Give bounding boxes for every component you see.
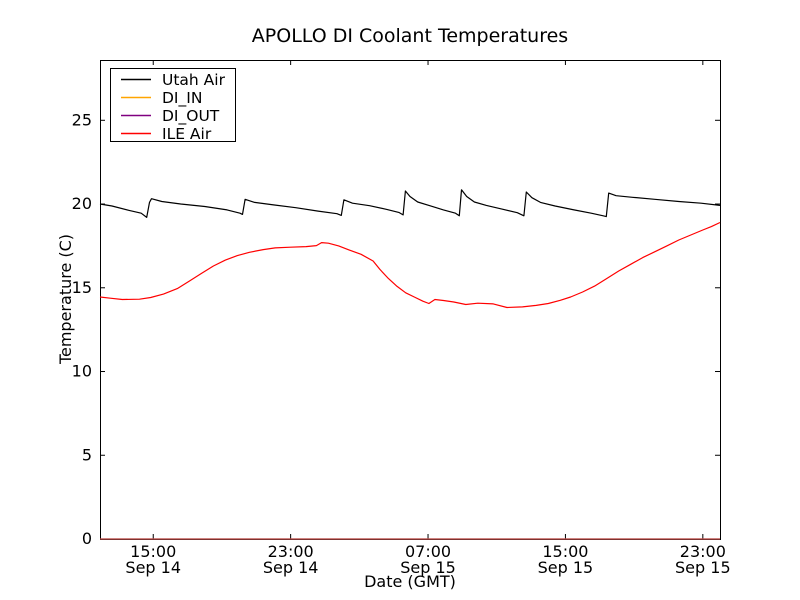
legend-box [110, 68, 236, 142]
x-tick-label-time: 23:00 [680, 542, 726, 561]
legend-item-label: Utah Air [162, 71, 226, 89]
x-tick-label-time: 15:00 [130, 542, 176, 561]
y-axis-label: Temperature (C) [56, 234, 75, 365]
series-line-ile-air [99, 221, 721, 309]
y-tick-label: 15 [72, 278, 92, 297]
y-tick-label: 10 [72, 362, 92, 381]
y-tick-label: 25 [72, 110, 92, 129]
y-tick-label: 5 [82, 445, 92, 464]
x-tick-label-date: Sep 15 [675, 558, 731, 577]
x-tick-label-time: 15:00 [542, 542, 588, 561]
x-tick-label-time: 07:00 [405, 542, 451, 561]
x-tick-label-date: Sep 14 [125, 558, 181, 577]
chart-title: APOLLO DI Coolant Temperatures [252, 25, 568, 47]
y-tick-label: 0 [82, 529, 92, 548]
series-line-utah-air [99, 189, 721, 218]
x-tick-label-date: Sep 15 [400, 558, 456, 577]
legend-item-label: DI_OUT [162, 107, 220, 126]
x-tick-label-date: Sep 14 [263, 558, 319, 577]
x-axis-label: Date (GMT) [364, 572, 456, 591]
legend-item-label: ILE Air [162, 125, 212, 143]
x-tick-label-time: 23:00 [268, 542, 314, 561]
legend-item-label: DI_IN [162, 89, 202, 108]
y-tick-label: 20 [72, 194, 92, 213]
x-tick-label-date: Sep 15 [538, 558, 594, 577]
